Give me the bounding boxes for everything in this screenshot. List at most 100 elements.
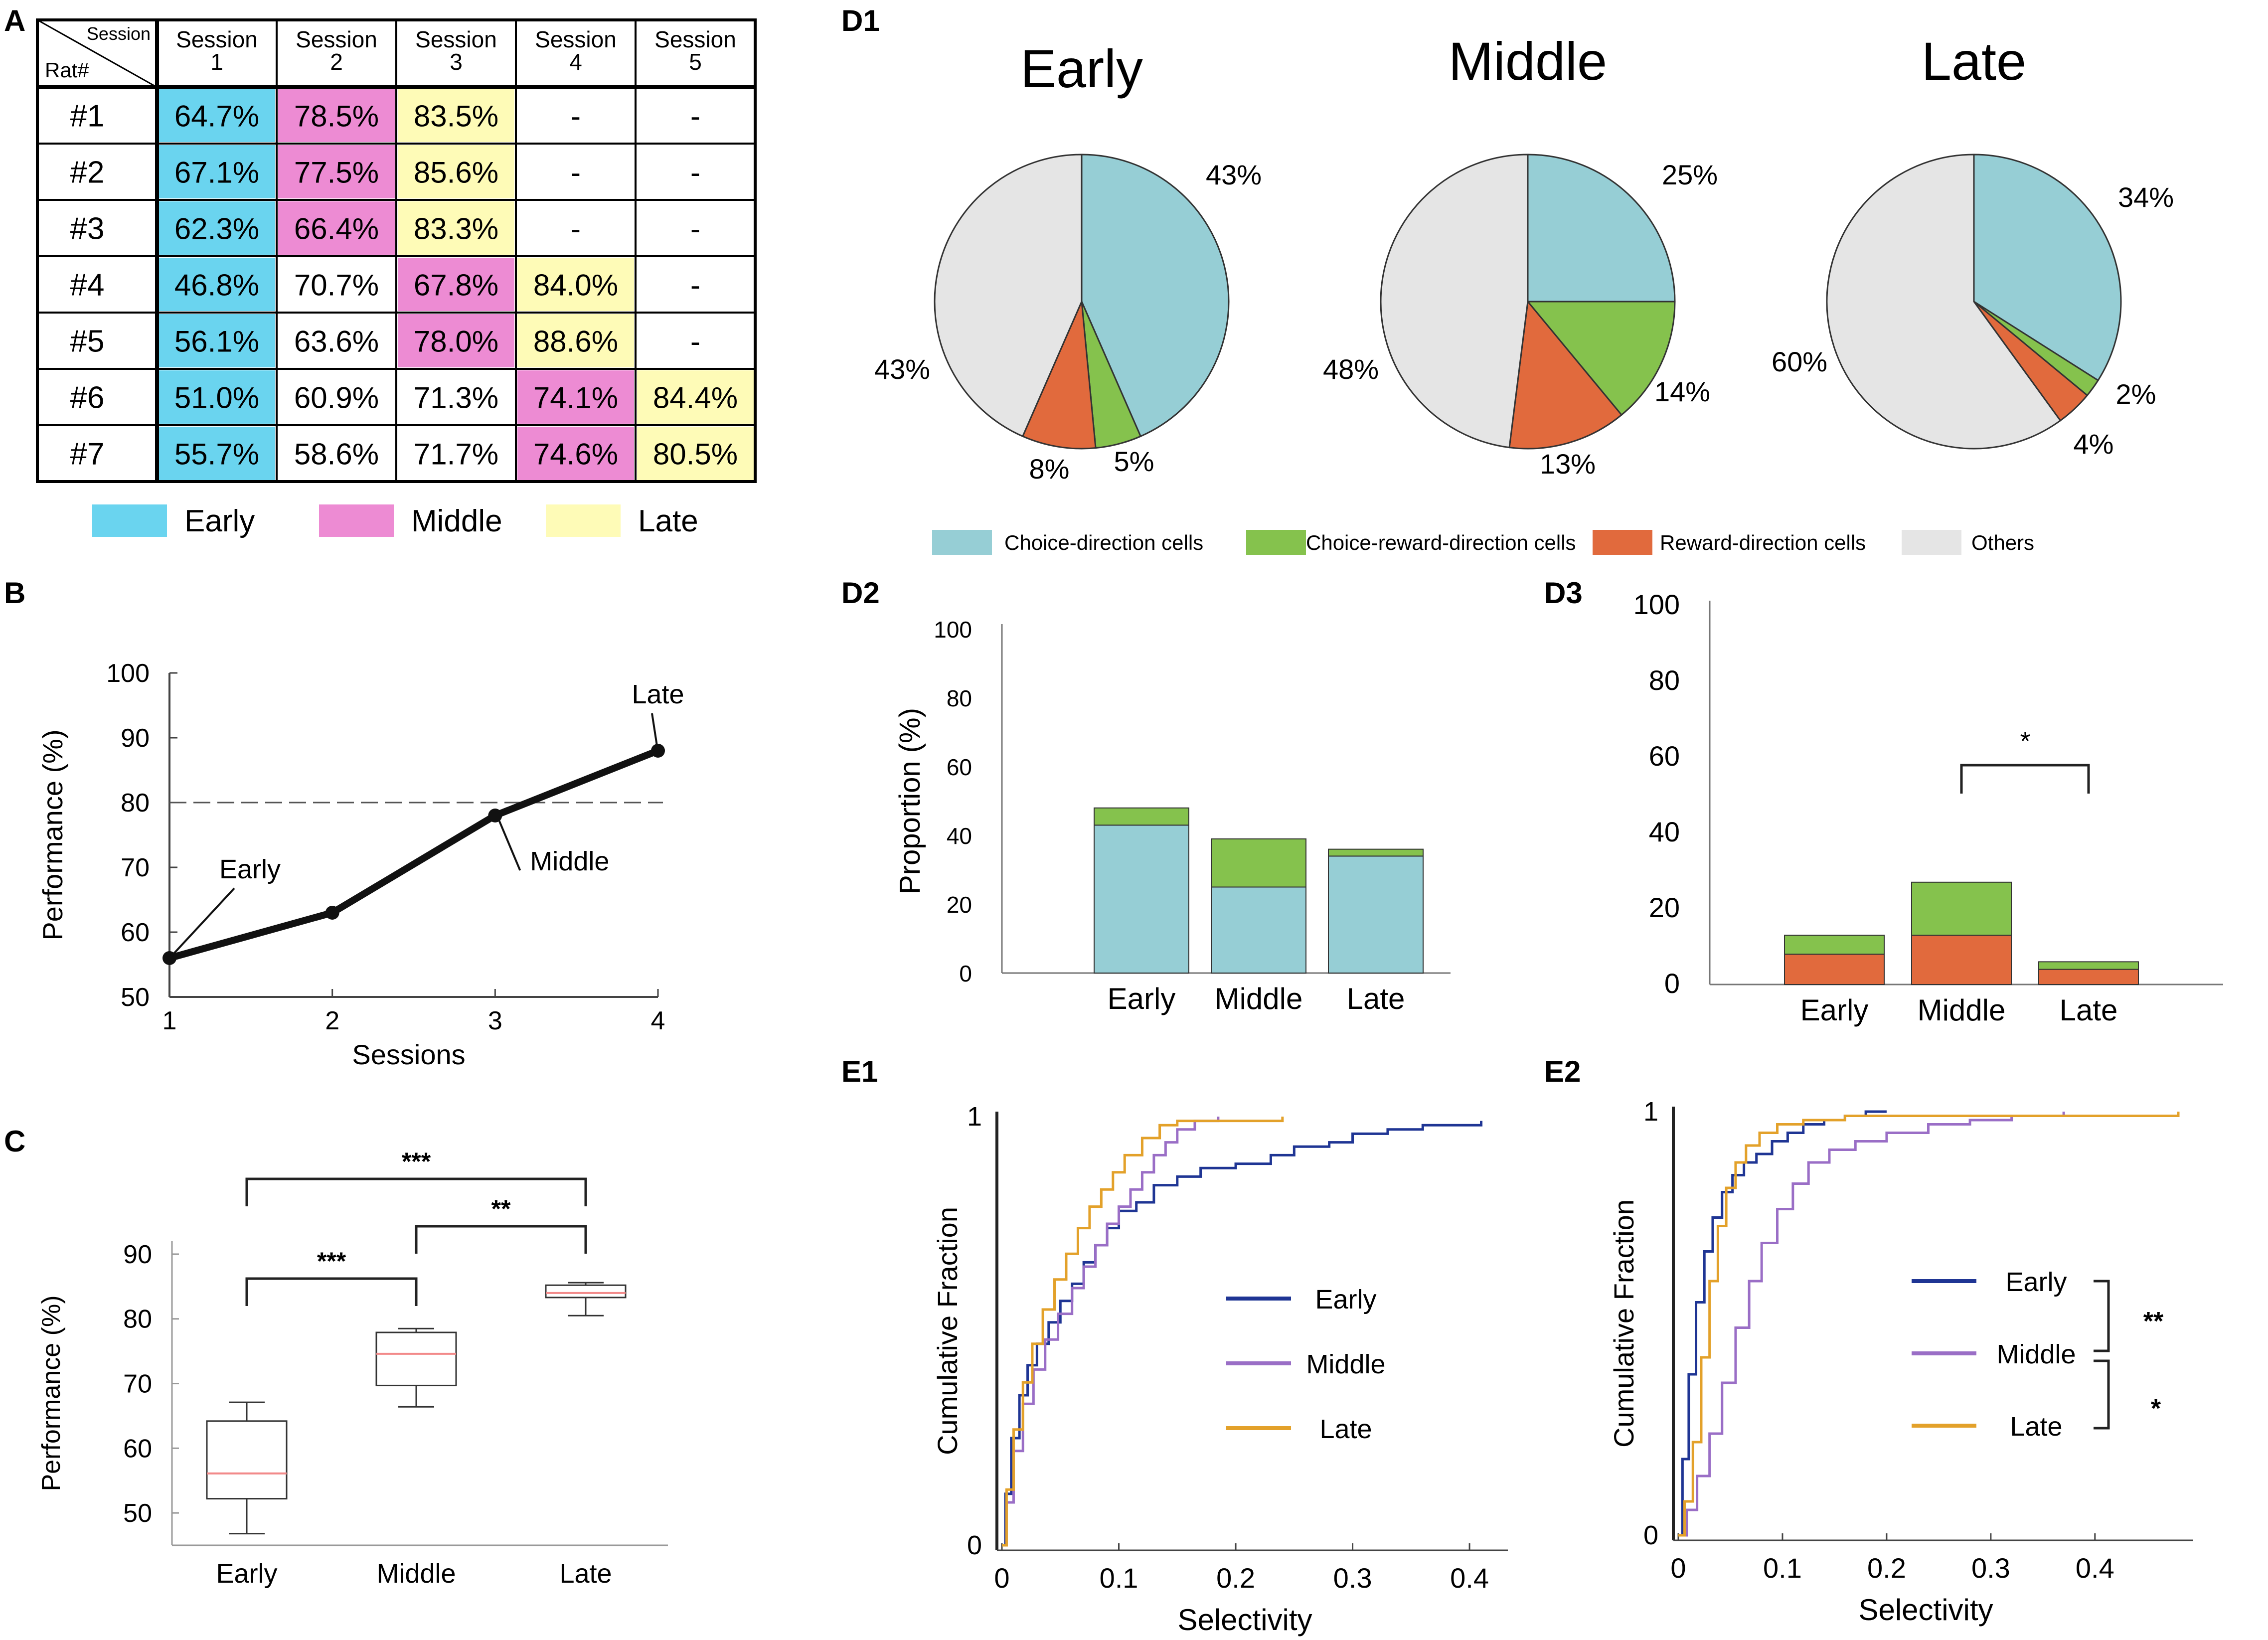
table-corner-session: Session (87, 23, 151, 44)
table-cell-highlight (159, 89, 275, 142)
b-performance-line (168, 747, 659, 962)
table-cell-value: 62.3% (174, 212, 259, 246)
b-annotation-middle: Middle (530, 846, 609, 876)
table-cell-value: - (690, 100, 700, 133)
table-cell-value: 78.0% (414, 325, 498, 358)
table-cell-value: 88.6% (533, 325, 618, 358)
b-x-axis-title: Sessions (352, 1039, 465, 1070)
b-y-tick-label: 100 (106, 659, 150, 688)
table-cell-value: 67.8% (414, 269, 498, 302)
d3-bar-choice_reward (1784, 935, 1885, 955)
e1-ecdf-late (1002, 1117, 1284, 1547)
e1-legend-label: Middle (1306, 1349, 1385, 1379)
d1-legend-swatch (932, 530, 992, 555)
table-session-number: 5 (689, 49, 702, 75)
d2-category-label: Middle (1215, 982, 1303, 1015)
table-cell-value: 67.1% (174, 156, 259, 189)
e2-legend-label: Late (2010, 1412, 2062, 1442)
b-annotation-late: Late (632, 679, 684, 709)
c-box (206, 1420, 288, 1500)
table-cell-value: 51.0% (174, 381, 259, 415)
table-rat-label: #2 (70, 156, 105, 190)
table-cell-value: 55.7% (174, 438, 259, 471)
e2-x-tick-label: 0 (1670, 1552, 1686, 1584)
b-x-tick-label: 4 (651, 1006, 665, 1035)
table-cell-value: 74.6% (533, 438, 618, 471)
e2-ecdf-late (1678, 1112, 2180, 1537)
e1-ecdf-middle (1002, 1117, 1220, 1547)
table-cell-highlight (159, 145, 275, 198)
e2-y-axis-title: Cumulative Fraction (1608, 1199, 1639, 1448)
e1-x-tick-label: 0.3 (1333, 1562, 1372, 1594)
table-cell-value: 63.6% (294, 325, 379, 358)
e1-x-tick-label: 0 (994, 1562, 1009, 1594)
b-y-axis-title: Performance (%) (37, 729, 68, 940)
table-cell-highlight (398, 258, 514, 311)
e1-y-tick-label: 1 (967, 1102, 982, 1132)
c-y-tick-label: 70 (123, 1370, 152, 1399)
table-legend-label: Early (184, 504, 255, 538)
table-rat-label: #6 (70, 381, 105, 415)
e2-sig-label: * (2151, 1394, 2161, 1423)
e1-x-tick-label: 0.2 (1216, 1562, 1255, 1594)
table-cell-value: 70.7% (294, 269, 379, 302)
table-cell-highlight (278, 145, 395, 198)
table-corner-diagonal (37, 19, 158, 88)
b-annotation-leader (651, 713, 658, 746)
c-y-tick-label: 80 (123, 1305, 152, 1334)
d1-slice-label: 43% (1206, 159, 1262, 190)
e1-x-axis-title: Selectivity (1177, 1603, 1312, 1637)
table-cell-highlight (278, 89, 395, 142)
table-session-number: 2 (330, 49, 343, 75)
c-category-label: Middle (376, 1559, 456, 1589)
table-cell-highlight (398, 314, 514, 367)
table-cell-value: 60.9% (294, 381, 379, 415)
table-cell-highlight (637, 427, 754, 480)
e2-x-tick-label: 0.3 (1971, 1552, 2010, 1584)
d1-legend-swatch (1246, 530, 1306, 555)
table-cell-value: 83.3% (414, 212, 498, 246)
table-session-number: 1 (210, 49, 223, 75)
chart-d3-stacked-bars: 0 20 40 60 80 100 Early Middle Late * (1633, 589, 2223, 1027)
table-cell-value: 77.5% (294, 156, 379, 189)
d1-legend-label: Others (1971, 531, 2034, 554)
d1-legend-swatch (1593, 530, 1652, 555)
d2-bar-choice_reward (1094, 807, 1189, 826)
d1-pie-slice-choice_reward (1526, 301, 1676, 416)
table-corner-rat: Rat# (45, 58, 89, 82)
d1-legend-label: Reward-direction cells (1660, 531, 1866, 554)
table-legend-label: Late (638, 504, 698, 538)
c-category-label: Late (559, 1559, 612, 1589)
b-annotation-leader (170, 887, 235, 957)
c-box (375, 1331, 457, 1386)
d2-y-tick-label: 20 (947, 892, 972, 918)
b-data-point (651, 744, 665, 758)
d1-slice-label: 60% (1772, 346, 1827, 377)
table-cell-value: 56.1% (174, 325, 259, 358)
table-session-number: 3 (450, 49, 463, 75)
e2-sig-label: ** (2143, 1307, 2164, 1336)
d3-sig-middle-late (1960, 764, 2090, 794)
table-cell-highlight (517, 370, 634, 424)
table-session-number: 4 (569, 49, 582, 75)
c-sig-early-middle-label: *** (317, 1247, 346, 1275)
table-rat-label: #7 (70, 437, 105, 472)
d2-y-axis-title: Proportion (%) (894, 708, 926, 894)
table-cell-value: 80.5% (653, 438, 738, 471)
b-y-tick-label: 70 (121, 853, 150, 882)
table-legend-label: Middle (411, 504, 502, 538)
b-annotation-leader (498, 820, 521, 871)
table-cell-value: - (571, 156, 581, 189)
panel-label-b: B (4, 576, 25, 610)
d2-y-tick-label: 100 (934, 617, 972, 643)
d1-pie-title: Middle (1449, 31, 1607, 91)
table-cell-value: 78.5% (294, 100, 379, 133)
e2-x-tick-label: 0.1 (1763, 1552, 1802, 1584)
b-y-tick-label: 90 (121, 724, 150, 753)
d1-pie-slice-others (1380, 154, 1529, 449)
table-cell-highlight (159, 258, 275, 311)
table-cell-value: 85.6% (414, 156, 498, 189)
c-y-tick-label: 50 (123, 1499, 152, 1528)
d1-pie-slice-choice (1527, 154, 1676, 303)
d3-bar-reward (2038, 969, 2139, 985)
